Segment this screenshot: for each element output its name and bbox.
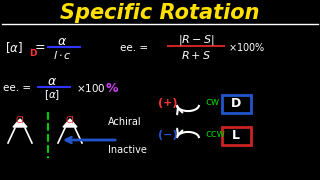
Text: D: D [29, 48, 36, 57]
Text: Specific Rotation: Specific Rotation [60, 3, 260, 23]
Text: Cl: Cl [16, 116, 24, 125]
Text: D: D [231, 97, 241, 110]
Text: Achiral: Achiral [108, 117, 142, 127]
Text: $|R-S|$: $|R-S|$ [178, 33, 214, 47]
Text: $[\alpha]$: $[\alpha]$ [5, 40, 23, 55]
Text: $l\cdot c$: $l\cdot c$ [52, 49, 71, 61]
Text: =: = [35, 42, 46, 55]
Text: ee. =: ee. = [120, 43, 148, 53]
FancyBboxPatch shape [221, 94, 251, 112]
Text: (+): (+) [158, 98, 178, 108]
Text: $\alpha$: $\alpha$ [57, 35, 67, 48]
Text: $\times$100: $\times$100 [76, 82, 106, 94]
Text: $R+S$: $R+S$ [181, 49, 211, 61]
Text: %: % [106, 82, 118, 94]
FancyBboxPatch shape [221, 127, 251, 145]
Text: (−): (−) [158, 130, 178, 140]
Polygon shape [13, 119, 27, 127]
Text: cw: cw [205, 97, 219, 107]
Text: ee. =: ee. = [3, 83, 31, 93]
Text: L: L [232, 129, 240, 142]
Text: $\times$100%: $\times$100% [228, 41, 265, 53]
Text: Inactive: Inactive [108, 145, 147, 155]
Polygon shape [63, 119, 77, 127]
Text: ccw: ccw [205, 129, 225, 139]
Text: $\alpha$: $\alpha$ [47, 75, 57, 87]
Text: Cl: Cl [66, 116, 75, 125]
Text: $[\alpha]$: $[\alpha]$ [44, 88, 60, 102]
